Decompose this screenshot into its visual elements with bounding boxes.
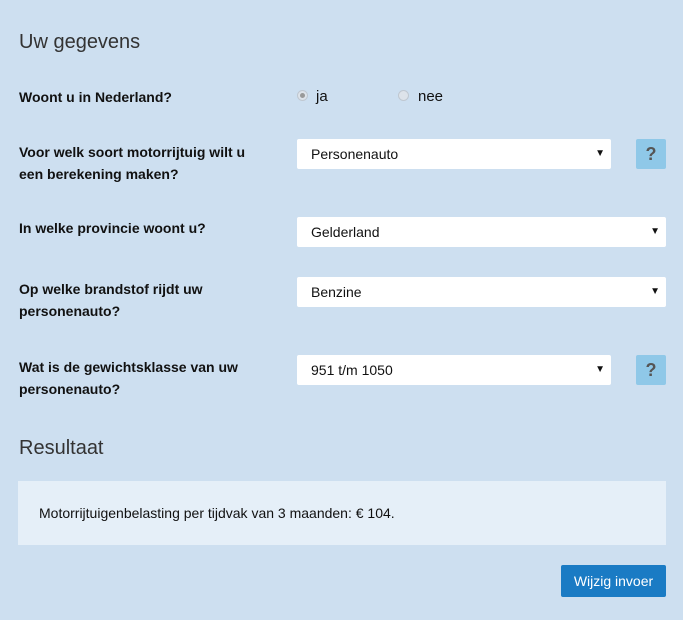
select-brandstof[interactable]: Benzine ▼ — [297, 277, 666, 307]
select-brandstof-value: Benzine — [311, 284, 362, 300]
question-woont: Woont u in Nederland? — [19, 89, 172, 105]
question-provincie: In welke provincie woont u? — [19, 220, 206, 236]
radio-ja[interactable] — [297, 90, 308, 101]
radio-nee-label[interactable]: nee — [418, 88, 444, 105]
question-soort: Voor welk soort motorrijtuig wilt u een … — [19, 144, 246, 182]
radio-ja-label[interactable]: ja — [316, 88, 328, 105]
dropdown-arrow-icon: ▼ — [595, 148, 605, 159]
radio-nee[interactable] — [398, 90, 409, 101]
question-gewicht: Wat is de gewichtsklasse van uw personen… — [19, 359, 238, 397]
result-box: Motorrijtuigenbelasting per tijdvak van … — [18, 481, 666, 545]
section-title: Uw gegevens — [19, 31, 141, 53]
result-title: Resultaat — [19, 437, 104, 459]
wijzig-invoer-button[interactable]: Wijzig invoer — [561, 565, 666, 597]
dropdown-arrow-icon: ▼ — [650, 286, 660, 297]
select-soort-value: Personenauto — [311, 146, 399, 162]
select-gewicht-value: 951 t/m 1050 — [311, 362, 393, 378]
question-brandstof: Op welke brandstof rijdt uw personenauto… — [19, 281, 203, 319]
dropdown-arrow-icon: ▼ — [595, 364, 605, 375]
help-button[interactable]: ? — [636, 139, 666, 169]
help-button[interactable]: ? — [636, 355, 666, 385]
select-gewicht[interactable]: 951 t/m 1050 ▼ — [297, 355, 611, 385]
dropdown-arrow-icon: ▼ — [650, 226, 660, 237]
select-provincie[interactable]: Gelderland ▼ — [297, 217, 666, 247]
select-provincie-value: Gelderland — [311, 224, 380, 240]
result-text: Motorrijtuigenbelasting per tijdvak van … — [39, 505, 395, 521]
select-soort[interactable]: Personenauto ▼ — [297, 139, 611, 169]
